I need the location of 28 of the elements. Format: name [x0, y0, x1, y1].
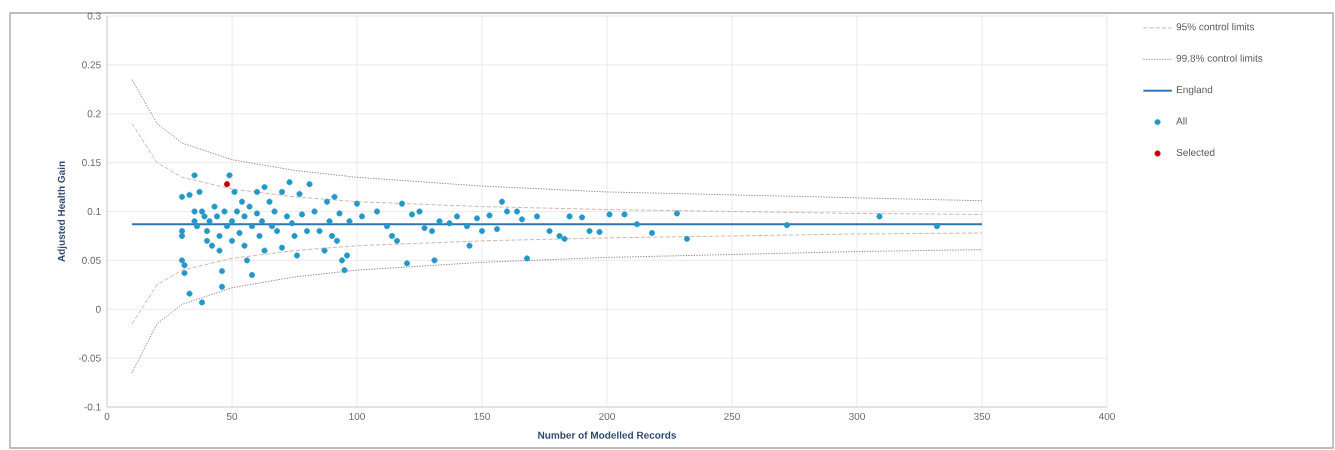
x-tick-label: 50	[226, 412, 238, 420]
line-series	[131, 249, 983, 374]
x-tick-label: 0	[104, 412, 110, 420]
y-axis-title: Adjusted Health Gain	[57, 161, 67, 262]
x-axis-title: Number of Modelled Records	[538, 431, 677, 439]
line-series	[131, 232, 983, 325]
x-tick-label: 300	[849, 412, 865, 420]
x-tick-label: 200	[599, 412, 615, 420]
x-tick-label: 400	[1098, 412, 1115, 420]
x-tick-label: 150	[474, 412, 490, 420]
y-tick-label: 0.05	[82, 256, 101, 264]
x-tick-label: 250	[724, 412, 740, 420]
y-tick-label: 0.3	[87, 12, 101, 20]
y-tick-label: 0.15	[82, 159, 101, 167]
legend-label: All	[1176, 117, 1187, 125]
legend-label: 95% control limits	[1176, 22, 1255, 31]
x-tick-label: 350	[974, 412, 990, 420]
legend-label: England	[1176, 85, 1213, 96]
line-series	[131, 79, 983, 202]
y-tick-label: 0	[95, 305, 101, 313]
y-tick-label: -0.1	[84, 403, 101, 411]
legend-label: 99.8% control limits	[1176, 54, 1263, 62]
legend-label: Selected	[1176, 148, 1215, 156]
y-tick-label: 0.2	[87, 110, 101, 118]
x-tick-label: 100	[349, 412, 365, 420]
y-tick-label: 0.25	[82, 61, 101, 69]
y-tick-label: -0.05	[78, 354, 101, 362]
y-tick-label: 0.1	[87, 207, 101, 216]
